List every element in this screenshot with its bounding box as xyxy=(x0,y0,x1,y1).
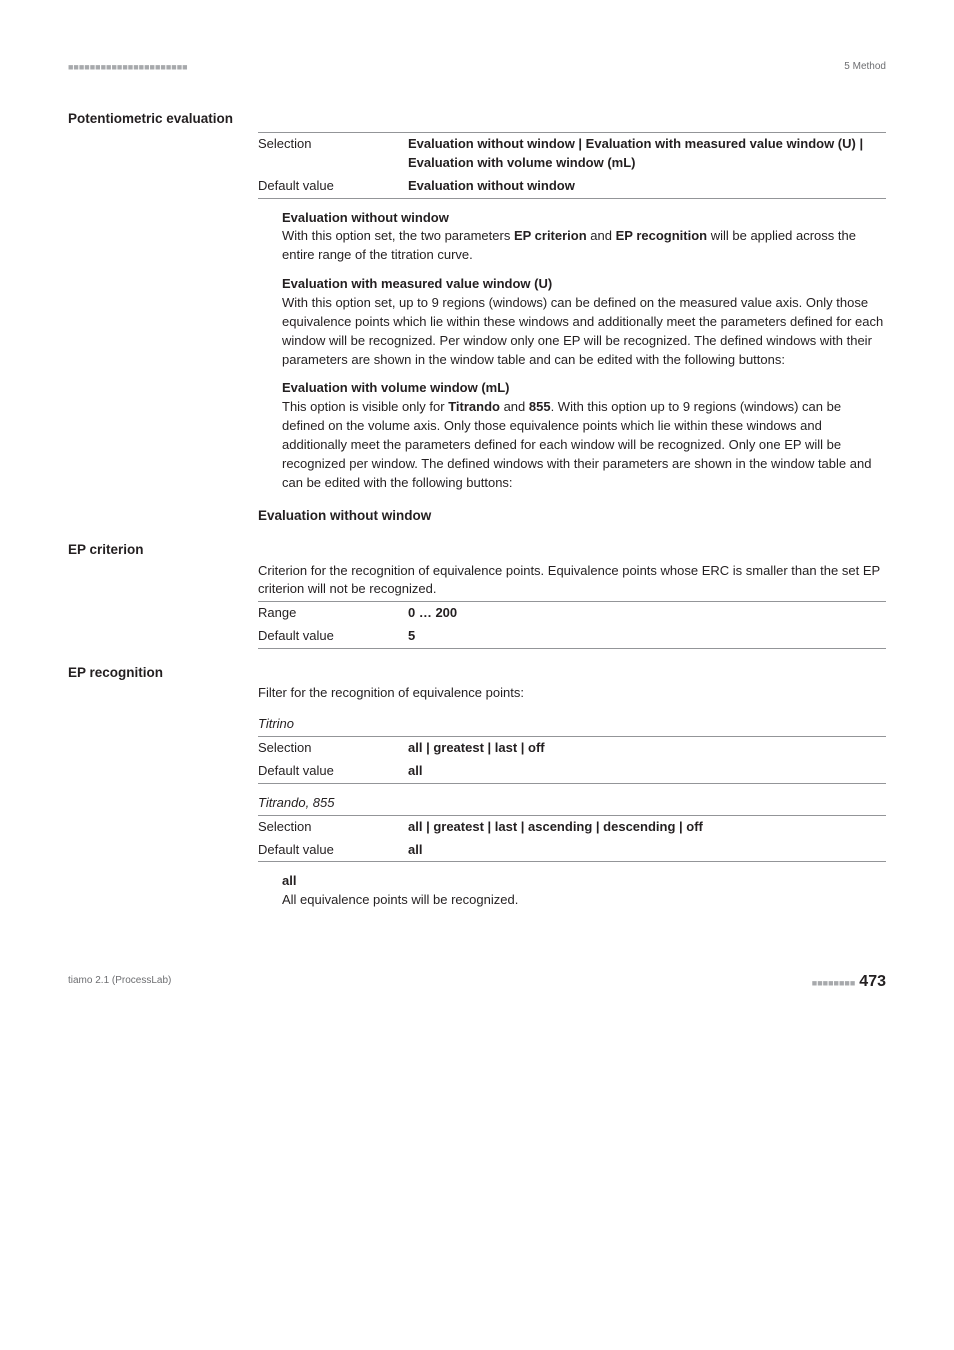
body-all: All equivalence points will be recognize… xyxy=(282,892,518,907)
value-range: 0 … 200 xyxy=(408,602,886,625)
page-footer: tiamo 2.1 (ProcessLab) ■■■■■■■■473 xyxy=(68,970,886,993)
value-default: all xyxy=(408,839,886,862)
definition-eval-volume-window: Evaluation with volume window (mL) This … xyxy=(282,379,886,492)
label-range: Range xyxy=(258,602,408,625)
definition-all: all All equivalence points will be recog… xyxy=(282,872,886,910)
definition-eval-without-window: Evaluation without window With this opti… xyxy=(282,209,886,266)
label-selection: Selection xyxy=(258,737,408,760)
value-default: Evaluation without window xyxy=(408,175,886,198)
page-header: ■■■■■■■■■■■■■■■■■■■■■■ 5 Method xyxy=(68,60,886,75)
footer-page-number: ■■■■■■■■473 xyxy=(812,970,886,993)
heading-ep-recognition: EP recognition xyxy=(68,663,886,683)
body-eval-volume-window: This option is visible only for Titrando… xyxy=(282,399,871,489)
label-titrando: Titrando, 855 xyxy=(258,794,886,813)
subheading-eval-without-window: Evaluation without window xyxy=(258,506,886,526)
label-default: Default value xyxy=(258,839,408,862)
term-all: all xyxy=(282,873,296,888)
value-selection: all | greatest | last | off xyxy=(408,737,886,760)
value-selection: Evaluation without window | Evaluation w… xyxy=(408,133,886,175)
label-titrino: Titrino xyxy=(258,715,886,734)
label-selection: Selection xyxy=(258,133,408,175)
value-default: all xyxy=(408,760,886,783)
term-eval-volume-window: Evaluation with volume window (mL) xyxy=(282,380,510,395)
term-eval-measured-window: Evaluation with measured value window (U… xyxy=(282,276,552,291)
body-eval-measured-window: With this option set, up to 9 regions (w… xyxy=(282,295,883,367)
value-selection: all | greatest | last | ascending | desc… xyxy=(408,815,886,838)
heading-ep-criterion: EP criterion xyxy=(68,540,886,560)
heading-potentiometric-evaluation: Potentiometric evaluation xyxy=(68,109,886,129)
desc-ep-criterion: Criterion for the recognition of equival… xyxy=(258,562,886,600)
section-ep-recognition: EP recognition Filter for the recognitio… xyxy=(68,663,886,910)
pe-selection-table: Selection Evaluation without window | Ev… xyxy=(258,132,886,199)
titrino-table: Selection all | greatest | last | off De… xyxy=(258,736,886,784)
label-default: Default value xyxy=(258,175,408,198)
value-default: 5 xyxy=(408,625,886,648)
definition-eval-measured-window: Evaluation with measured value window (U… xyxy=(282,275,886,369)
section-potentiometric-evaluation: Potentiometric evaluation Selection Eval… xyxy=(68,109,886,526)
term-eval-without-window: Evaluation without window xyxy=(282,210,449,225)
label-default: Default value xyxy=(258,760,408,783)
body-eval-without-window: With this option set, the two parameters… xyxy=(282,228,856,262)
section-ep-criterion: EP criterion Criterion for the recogniti… xyxy=(68,540,886,649)
titrando-table: Selection all | greatest | last | ascend… xyxy=(258,815,886,863)
desc-ep-recognition: Filter for the recognition of equivalenc… xyxy=(258,684,886,703)
header-section-label: 5 Method xyxy=(844,60,886,75)
label-selection: Selection xyxy=(258,815,408,838)
ep-criterion-table: Range 0 … 200 Default value 5 xyxy=(258,601,886,649)
header-squares-left: ■■■■■■■■■■■■■■■■■■■■■■ xyxy=(68,61,188,74)
footer-product-label: tiamo 2.1 (ProcessLab) xyxy=(68,974,171,989)
label-default: Default value xyxy=(258,625,408,648)
